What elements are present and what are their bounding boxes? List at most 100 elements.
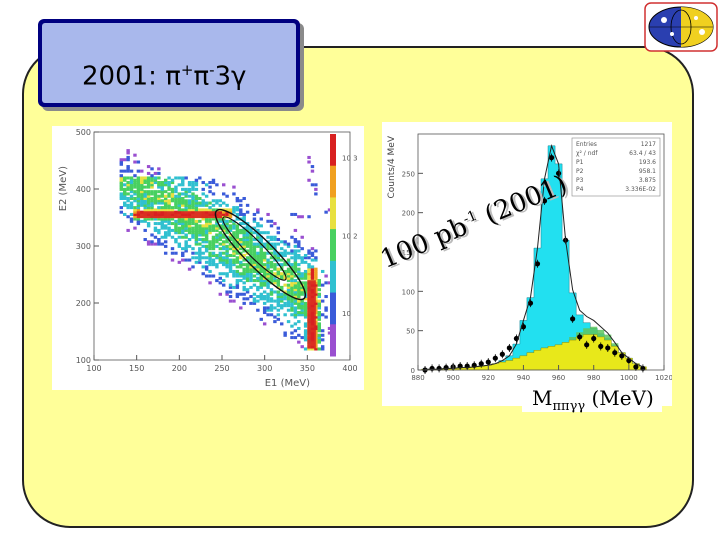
heatmap-cell	[187, 190, 192, 194]
heatmap-cell	[262, 242, 267, 246]
heatmap-y-tick-label: 400	[76, 185, 91, 194]
heatmap-cell	[290, 285, 294, 289]
heatmap-cell	[177, 231, 182, 235]
heatmap-cell	[256, 210, 260, 214]
heatmap-cell	[290, 256, 294, 260]
heatmap-cell	[150, 240, 154, 244]
heatmap-cell	[170, 258, 175, 262]
heatmap-cell	[256, 263, 260, 267]
heatmap-cell	[163, 244, 168, 248]
heatmap-cell	[320, 345, 325, 349]
heatmap-cell	[228, 219, 233, 223]
heatmap-cell	[314, 187, 318, 191]
heatmap-cell	[232, 240, 236, 244]
heatmap-cell	[215, 279, 219, 283]
heatmap-cell	[198, 231, 202, 235]
heatmap-cell	[245, 258, 250, 262]
heatmap-cell	[126, 215, 130, 219]
heatmap-cell	[286, 267, 291, 271]
heatmap-cell	[126, 206, 130, 210]
heatmap-x-tick-label: 100	[86, 364, 101, 373]
heatmap-cell	[218, 272, 222, 276]
heatmap-cell	[204, 256, 209, 260]
heatmap-cell	[198, 253, 202, 258]
heatmap-cell	[170, 187, 175, 191]
heatmap-cell	[228, 285, 233, 289]
heatmap-cell	[310, 247, 315, 251]
heatmap-cell	[276, 285, 281, 289]
data-point	[591, 335, 597, 342]
heatmap-cell	[225, 263, 229, 267]
data-point	[499, 351, 505, 357]
heatmap-cell	[174, 203, 178, 207]
heatmap-cell	[280, 292, 284, 296]
heatmap-cell	[286, 269, 291, 273]
heatmap-cell	[194, 194, 199, 198]
heatmap-cell	[140, 181, 144, 185]
heatmap-cell	[211, 260, 216, 264]
heatmap-cell	[232, 260, 236, 264]
heatmap-cell	[225, 249, 229, 253]
heatmap-cell	[235, 258, 240, 262]
heatmap-cell	[303, 274, 308, 278]
heatmap-cell	[249, 269, 253, 273]
heatmap-cell	[225, 244, 229, 248]
heatmap-cell	[218, 203, 222, 207]
heatmap-cell	[269, 260, 274, 264]
heatmap-cell	[280, 251, 284, 255]
heatmap-cell	[256, 224, 260, 228]
heatmap-cell	[259, 283, 263, 287]
heatmap-cell	[242, 281, 246, 285]
heatmap-cell	[208, 228, 212, 232]
heatmap-cell	[129, 201, 134, 205]
data-point	[612, 350, 618, 356]
heatmap-cell	[252, 244, 257, 248]
heatmap-cell	[252, 217, 257, 221]
heatmap-cell	[167, 217, 171, 221]
heatmap-cell	[303, 288, 308, 292]
heatmap-cell	[160, 190, 164, 194]
heatmap-cell	[262, 272, 267, 276]
heatmap-cell	[290, 292, 294, 296]
heatmap-cell	[273, 279, 277, 283]
heatmap-cell	[245, 231, 250, 235]
heatmap-cell	[225, 219, 229, 223]
heatmap-cell	[232, 224, 236, 228]
heatmap-cell	[187, 199, 192, 203]
heatmap-cell	[249, 265, 253, 269]
heatmap-cell	[262, 256, 267, 260]
heatmap-cell	[228, 226, 233, 230]
heatmap-cell	[191, 226, 195, 230]
vertical-band	[307, 280, 316, 349]
heatmap-cell	[252, 219, 257, 223]
heatmap-cell	[235, 295, 240, 299]
heatmap-cell	[300, 290, 304, 294]
heatmap-cell	[293, 274, 298, 278]
heatmap-cell	[266, 231, 270, 235]
heatmap-cell	[222, 279, 226, 283]
heatmap-cell	[119, 174, 124, 178]
heatmap-cell	[215, 253, 219, 258]
heatmap-cell	[211, 178, 216, 182]
heatmap-cell	[123, 158, 127, 162]
heatmap-cell	[177, 183, 182, 187]
heatmap-cell	[225, 203, 229, 207]
heatmap-cell	[218, 256, 222, 260]
heatmap-cell	[119, 158, 124, 162]
heatmap-cell	[153, 190, 158, 194]
heatmap-cell	[204, 267, 209, 271]
heatmap-cell	[273, 267, 277, 271]
heatmap-cell	[194, 206, 199, 210]
heatmap-cell	[160, 219, 164, 223]
heatmap-cell	[256, 256, 260, 260]
colorbar-segment	[330, 165, 336, 198]
heatmap-cell	[303, 306, 308, 310]
heatmap-cell	[143, 217, 147, 221]
heatmap-cell	[297, 313, 301, 317]
heatmap-cell	[283, 295, 287, 299]
heatmap-cell	[232, 263, 236, 267]
heatmap-cell	[136, 206, 141, 210]
heatmap-cell	[181, 219, 185, 223]
heatmap-cell	[239, 222, 243, 226]
heatmap-cell	[303, 347, 308, 351]
